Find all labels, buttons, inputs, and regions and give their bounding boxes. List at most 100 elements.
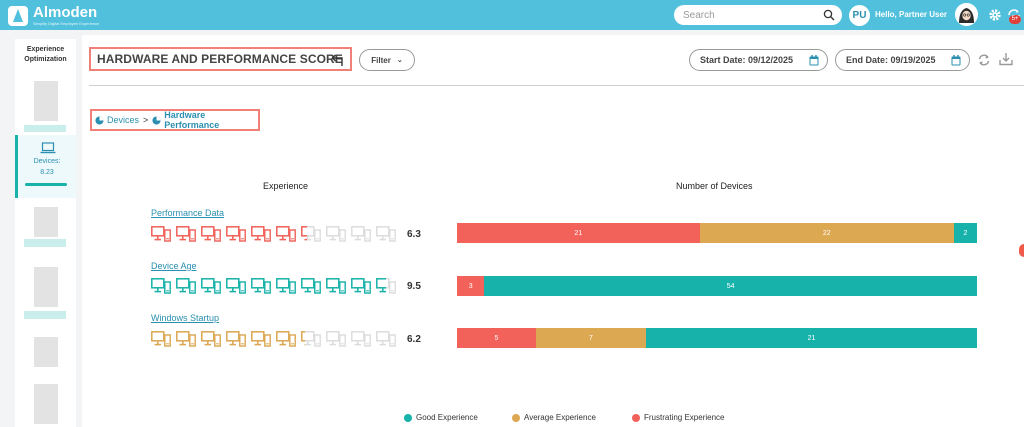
device-icon	[351, 226, 371, 242]
sidebar-item-value: 8.23	[40, 169, 54, 176]
refresh-icon[interactable]	[977, 53, 991, 67]
main-panel: HARDWARE AND PERFORMANCE SCORE Filter ⌄ …	[82, 35, 1024, 427]
devices-column-header: Number of Devices	[676, 181, 753, 191]
breadcrumb-current: Hardware Performance	[164, 110, 220, 130]
bar-segment-frustrating[interactable]: 21	[457, 223, 700, 243]
device-icon	[251, 278, 271, 294]
legend-good[interactable]: Good Experience	[404, 413, 478, 422]
logo-icon	[8, 5, 28, 26]
legend-average-dot	[512, 413, 520, 422]
device-icon	[326, 331, 346, 347]
metric-windows-startup-link[interactable]: Windows Startup	[151, 313, 220, 323]
bar-segment-good[interactable]: 54	[484, 276, 977, 296]
bar-segment-average[interactable]: 7	[535, 328, 647, 348]
calendar-icon	[951, 55, 961, 66]
user-greeting: Hello, Partner User	[875, 10, 948, 19]
app-tagline: Simplify Digital Employee Experience	[33, 21, 100, 26]
device-icon	[151, 226, 171, 242]
legend-frustrating-label: Frustrating Experience	[644, 413, 725, 422]
device-icon	[226, 331, 246, 347]
app-logo[interactable]: Almoden Simplify Digital Employee Experi…	[8, 5, 99, 26]
back-arrow-icon[interactable]	[330, 53, 344, 67]
end-date-picker[interactable]: End Date: 09/19/2025	[835, 49, 970, 71]
device-icon	[176, 278, 196, 294]
device-icon	[201, 278, 221, 294]
windows-startup-icon-rating	[151, 331, 401, 347]
device-icon	[251, 331, 271, 347]
sidebar-title: Experience Optimization	[24, 46, 67, 63]
device-icon	[151, 331, 171, 347]
chevron-down-icon: ⌄	[396, 57, 403, 64]
filter-button[interactable]: Filter ⌄	[359, 49, 415, 71]
device-icon	[176, 226, 196, 242]
sidebar-item-redacted[interactable]	[34, 384, 58, 424]
sidebar-item-redacted[interactable]	[34, 81, 58, 121]
legend-average-label: Average Experience	[524, 413, 596, 422]
user-initials-avatar[interactable]: PU	[849, 5, 870, 26]
sidebar: Experience Optimization Devices: 8.23	[15, 39, 76, 427]
pie-chart-icon	[95, 115, 104, 125]
header-divider	[89, 85, 1024, 86]
calendar-icon	[809, 55, 819, 66]
legend-frustrating-dot	[632, 413, 640, 422]
legend-average[interactable]: Average Experience	[512, 413, 596, 422]
bar-segment-frustrating[interactable]: 3	[457, 276, 485, 296]
device-age-icon-rating	[151, 278, 401, 294]
end-date-label: End Date: 09/19/2025	[846, 55, 936, 65]
bar-segment-average[interactable]: 22	[699, 223, 954, 243]
sidebar-item-redacted	[24, 125, 66, 132]
legend-good-dot	[404, 413, 412, 422]
legend-good-label: Good Experience	[416, 413, 478, 422]
gear-icon[interactable]	[988, 8, 1002, 22]
device-icon	[351, 331, 371, 347]
bar-segment-frustrating[interactable]: 5	[457, 328, 536, 348]
windows-startup-score: 6.2	[407, 334, 421, 345]
bar-segment-good[interactable]: 21	[646, 328, 977, 348]
device-icon	[201, 226, 221, 242]
device-age-score: 9.5	[407, 281, 421, 292]
search-input[interactable]	[683, 8, 813, 22]
sidebar-item-devices[interactable]: Devices: 8.23	[15, 135, 76, 198]
top-bar: Almoden Simplify Digital Employee Experi…	[0, 0, 1024, 30]
device-icon	[276, 226, 296, 242]
breadcrumb-devices-link[interactable]: Devices	[107, 115, 140, 125]
performance-data-icon-rating	[151, 226, 401, 242]
metric-device-age-link[interactable]: Device Age	[151, 261, 197, 271]
page-title: HARDWARE AND PERFORMANCE SCORE	[97, 52, 343, 66]
device-icon	[151, 278, 171, 294]
device-icon	[326, 278, 346, 294]
device-icon	[351, 278, 371, 294]
legend-frustrating[interactable]: Frustrating Experience	[632, 413, 724, 422]
bar-segment-good[interactable]: 2	[953, 223, 977, 243]
pie-chart-icon	[152, 115, 161, 125]
avatar-portrait-icon	[955, 3, 978, 26]
device-icon	[301, 331, 321, 347]
device-icon	[301, 278, 321, 294]
device-icon	[251, 226, 271, 242]
device-icon	[301, 226, 321, 242]
experience-column-header: Experience	[263, 181, 309, 191]
page-title-box: HARDWARE AND PERFORMANCE SCORE	[89, 47, 352, 71]
laptop-icon	[40, 142, 56, 154]
sidebar-item-redacted[interactable]	[34, 337, 58, 367]
performance-data-score: 6.3	[407, 229, 421, 240]
device-icon	[326, 226, 346, 242]
notification-badge: 5+	[1009, 15, 1021, 24]
download-icon[interactable]	[999, 52, 1013, 66]
sidebar-item-label: Devices:	[33, 158, 61, 165]
breadcrumb-separator: >	[143, 115, 149, 125]
device-icon	[201, 331, 221, 347]
sidebar-item-redacted[interactable]	[34, 207, 58, 237]
sidebar-item-redacted[interactable]	[34, 267, 58, 307]
user-photo-avatar[interactable]	[955, 3, 978, 26]
search-icon[interactable]	[823, 9, 835, 21]
device-icon	[276, 331, 296, 347]
device-age-device-bar: 3 54	[457, 276, 977, 296]
filter-label: Filter	[371, 55, 391, 65]
windows-startup-device-bar: 5 7 21	[457, 328, 977, 348]
metric-performance-data-link[interactable]: Performance Data	[151, 208, 225, 218]
device-icon	[176, 331, 196, 347]
sidebar-item-progress	[25, 183, 67, 186]
side-feedback-tab[interactable]	[1019, 244, 1024, 257]
start-date-picker[interactable]: Start Date: 09/12/2025	[689, 49, 828, 71]
